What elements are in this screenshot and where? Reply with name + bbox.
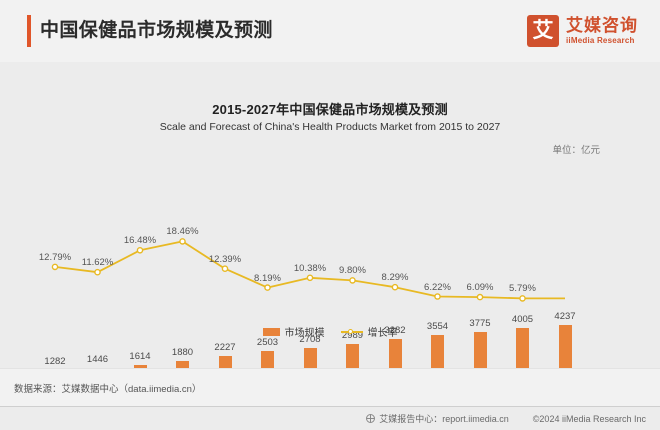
brand-name-en: iiMedia Research bbox=[566, 36, 635, 45]
line-marker-2024[interactable] bbox=[434, 293, 441, 300]
header-accent-bar bbox=[27, 15, 31, 47]
brand-mark-icon: 艾 bbox=[527, 15, 559, 47]
bar-value-label-2018: 1880 bbox=[171, 347, 194, 358]
copyright-text: ©2024 iiMedia Research Inc bbox=[533, 414, 646, 424]
line-marker-2026E[interactable] bbox=[519, 295, 526, 302]
legend-line-swatch-icon bbox=[340, 328, 363, 336]
chart-legend: 市场规模 增长率 bbox=[0, 324, 660, 339]
bar-value-label-2025E: 3775 bbox=[469, 318, 491, 329]
growth-rate-label-2025E: 6.09% bbox=[466, 282, 494, 294]
growth-rate-label-2022: 9.80% bbox=[339, 265, 366, 277]
line-marker-2019[interactable] bbox=[221, 265, 229, 272]
growth-rate-label-2017: 16.48% bbox=[123, 235, 157, 247]
line-marker-2015[interactable] bbox=[51, 263, 59, 271]
line-marker-2016[interactable] bbox=[94, 268, 101, 276]
globe-icon bbox=[366, 414, 376, 423]
data-source-text: 数据来源：艾媒数据中心（data.iimedia.cn） bbox=[14, 384, 202, 395]
growth-rate-label-2019: 12.39% bbox=[208, 253, 242, 265]
copyright-label: ©2024 iiMedia Research Inc bbox=[532, 413, 646, 424]
unit-label: 单位：亿元 bbox=[552, 145, 600, 156]
bar-value-label-2027E: 4237 bbox=[554, 311, 576, 322]
growth-rate-label-2018: 18.46% bbox=[166, 226, 199, 238]
bar-value-label-2019: 2227 bbox=[214, 342, 236, 353]
bar-value-label-2026E: 4005 bbox=[511, 314, 534, 325]
bar-value-label-2015: 1282 bbox=[44, 356, 66, 367]
chart-title: 2015-2027年中国保健品市场规模及预测 bbox=[212, 102, 448, 117]
line-marker-2025E[interactable] bbox=[476, 293, 484, 301]
growth-rate-label-2021: 10.38% bbox=[293, 262, 327, 274]
growth-rate-label-2015: 12.79% bbox=[38, 251, 72, 263]
growth-rate-label-2020: 8.19% bbox=[254, 272, 281, 284]
bar-value-label-2016: 1446 bbox=[86, 354, 109, 365]
bar-value-label-2020: 2503 bbox=[256, 337, 279, 348]
legend-bar-swatch-icon bbox=[262, 327, 280, 336]
bottom-bar: 艾媒报告中心：report.iimedia.cn ©2024 iiMedia R… bbox=[0, 406, 660, 430]
bar-value-label-2021: 2708 bbox=[299, 334, 321, 345]
report-center-label: 艾媒报告中心：report.iimedia.cn bbox=[379, 414, 509, 424]
line-marker-2023[interactable] bbox=[391, 283, 399, 291]
page-title: 中国保健品市场规模及预测 bbox=[40, 20, 273, 41]
growth-rate-line-series bbox=[51, 238, 565, 302]
plot-area: 1282 1446 1614 1880 2227 2503 2708 2989 3282 3554… bbox=[0, 157, 660, 406]
brand-logo: 艾 艾媒咨询 iiMedia Research bbox=[527, 14, 638, 48]
line-marker-2018[interactable] bbox=[179, 238, 186, 245]
bar-value-label-2022: 2989 bbox=[341, 330, 364, 341]
growth-rate-label-2026E: 5.79% bbox=[509, 283, 536, 295]
line-marker-2020[interactable] bbox=[264, 284, 271, 291]
page-header: 中国保健品市场规模及预测 艾 艾媒咨询 iiMedia Research bbox=[0, 0, 660, 63]
brand-text: 艾媒咨询 iiMedia Research bbox=[566, 16, 638, 46]
line-marker-2022[interactable] bbox=[349, 277, 356, 284]
bar-value-label-2023: 3282 bbox=[384, 325, 406, 336]
chart-subtitle: Scale and Forecast of China's Health Pro… bbox=[159, 121, 501, 133]
line-marker-2017[interactable] bbox=[136, 247, 144, 254]
report-center-link[interactable]: 艾媒报告中心：report.iimedia.cn bbox=[366, 412, 509, 425]
bar-value-label-2024: 3554 bbox=[426, 321, 449, 332]
legend-item-growth-rate[interactable]: 增长率 bbox=[340, 324, 398, 339]
footer-source-bar: 数据来源：艾媒数据中心（data.iimedia.cn） bbox=[0, 368, 660, 407]
legend-item-market-size[interactable]: 市场规模 bbox=[262, 324, 325, 339]
chart-panel: 2015-2027年中国保健品市场规模及预测 Scale and Forecas… bbox=[0, 62, 660, 406]
growth-rate-label-2024: 6.22% bbox=[424, 281, 451, 293]
growth-rate-label-2016: 11.62% bbox=[81, 257, 114, 269]
legend-label-growth-rate: 增长率 bbox=[367, 328, 398, 339]
legend-label-market-size: 市场规模 bbox=[284, 328, 325, 339]
bar-value-label-2017: 1614 bbox=[129, 351, 151, 362]
line-marker-2021[interactable] bbox=[306, 274, 314, 282]
growth-rate-label-2023: 8.29% bbox=[381, 272, 409, 284]
brand-name-cn: 艾媒咨询 bbox=[566, 16, 638, 35]
